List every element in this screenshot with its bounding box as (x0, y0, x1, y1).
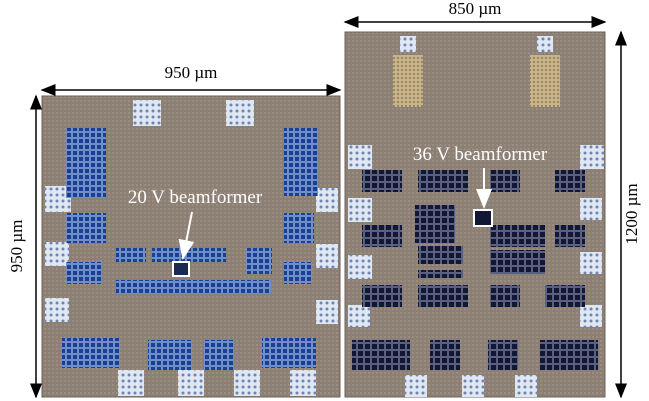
pad (537, 36, 553, 52)
array (66, 128, 106, 198)
pad (178, 370, 204, 396)
pad (133, 100, 161, 126)
pad (316, 244, 338, 268)
array (418, 246, 463, 264)
array (262, 338, 316, 368)
array (430, 340, 460, 370)
array (66, 213, 106, 243)
array (362, 170, 402, 192)
pad (226, 100, 254, 126)
array (490, 285, 520, 307)
pad (45, 242, 69, 266)
array (540, 340, 598, 370)
pad-column (393, 55, 423, 107)
pad (400, 36, 416, 52)
annotation: 36 V beamformer (413, 144, 548, 165)
array (555, 170, 585, 192)
pad (405, 375, 427, 397)
pad (348, 145, 372, 169)
figure: 950 µm 950 µm 850 µm 1200 µm 20 V beamfo… (0, 0, 649, 401)
height-label: 1200 µm (622, 183, 641, 244)
array (204, 340, 234, 370)
pad (316, 300, 338, 324)
annotation: 20 V beamformer (128, 187, 263, 208)
array (490, 250, 545, 274)
pad (316, 188, 338, 212)
array (284, 213, 314, 243)
pad (234, 370, 260, 396)
pad (348, 198, 372, 222)
pad (580, 305, 602, 327)
array (362, 285, 402, 307)
array (116, 280, 271, 294)
array (545, 285, 585, 307)
pad (118, 370, 144, 396)
array (246, 248, 272, 274)
array (415, 205, 455, 243)
pad (45, 298, 69, 322)
width-label: 850 µm (449, 0, 502, 18)
pad (580, 145, 604, 169)
height-label: 950 µm (7, 220, 26, 273)
width-label: 950 µm (165, 63, 218, 82)
array (62, 338, 120, 368)
array (555, 225, 585, 247)
pad (462, 375, 484, 397)
pad (580, 252, 602, 274)
array (362, 225, 402, 247)
chip (173, 262, 189, 276)
array (352, 340, 410, 370)
array (418, 170, 468, 192)
array (116, 248, 146, 262)
array (418, 285, 468, 307)
pad (515, 375, 537, 397)
array (284, 262, 312, 284)
array (152, 248, 226, 262)
array (284, 128, 318, 196)
array (490, 170, 520, 192)
array (418, 270, 463, 278)
chip (474, 210, 492, 226)
array (490, 225, 545, 247)
pad (290, 370, 316, 396)
array (488, 340, 518, 370)
array (66, 262, 102, 284)
pad (348, 305, 370, 327)
pad-column (530, 55, 560, 107)
pad (348, 255, 372, 279)
array (148, 340, 192, 370)
pad (580, 198, 602, 220)
